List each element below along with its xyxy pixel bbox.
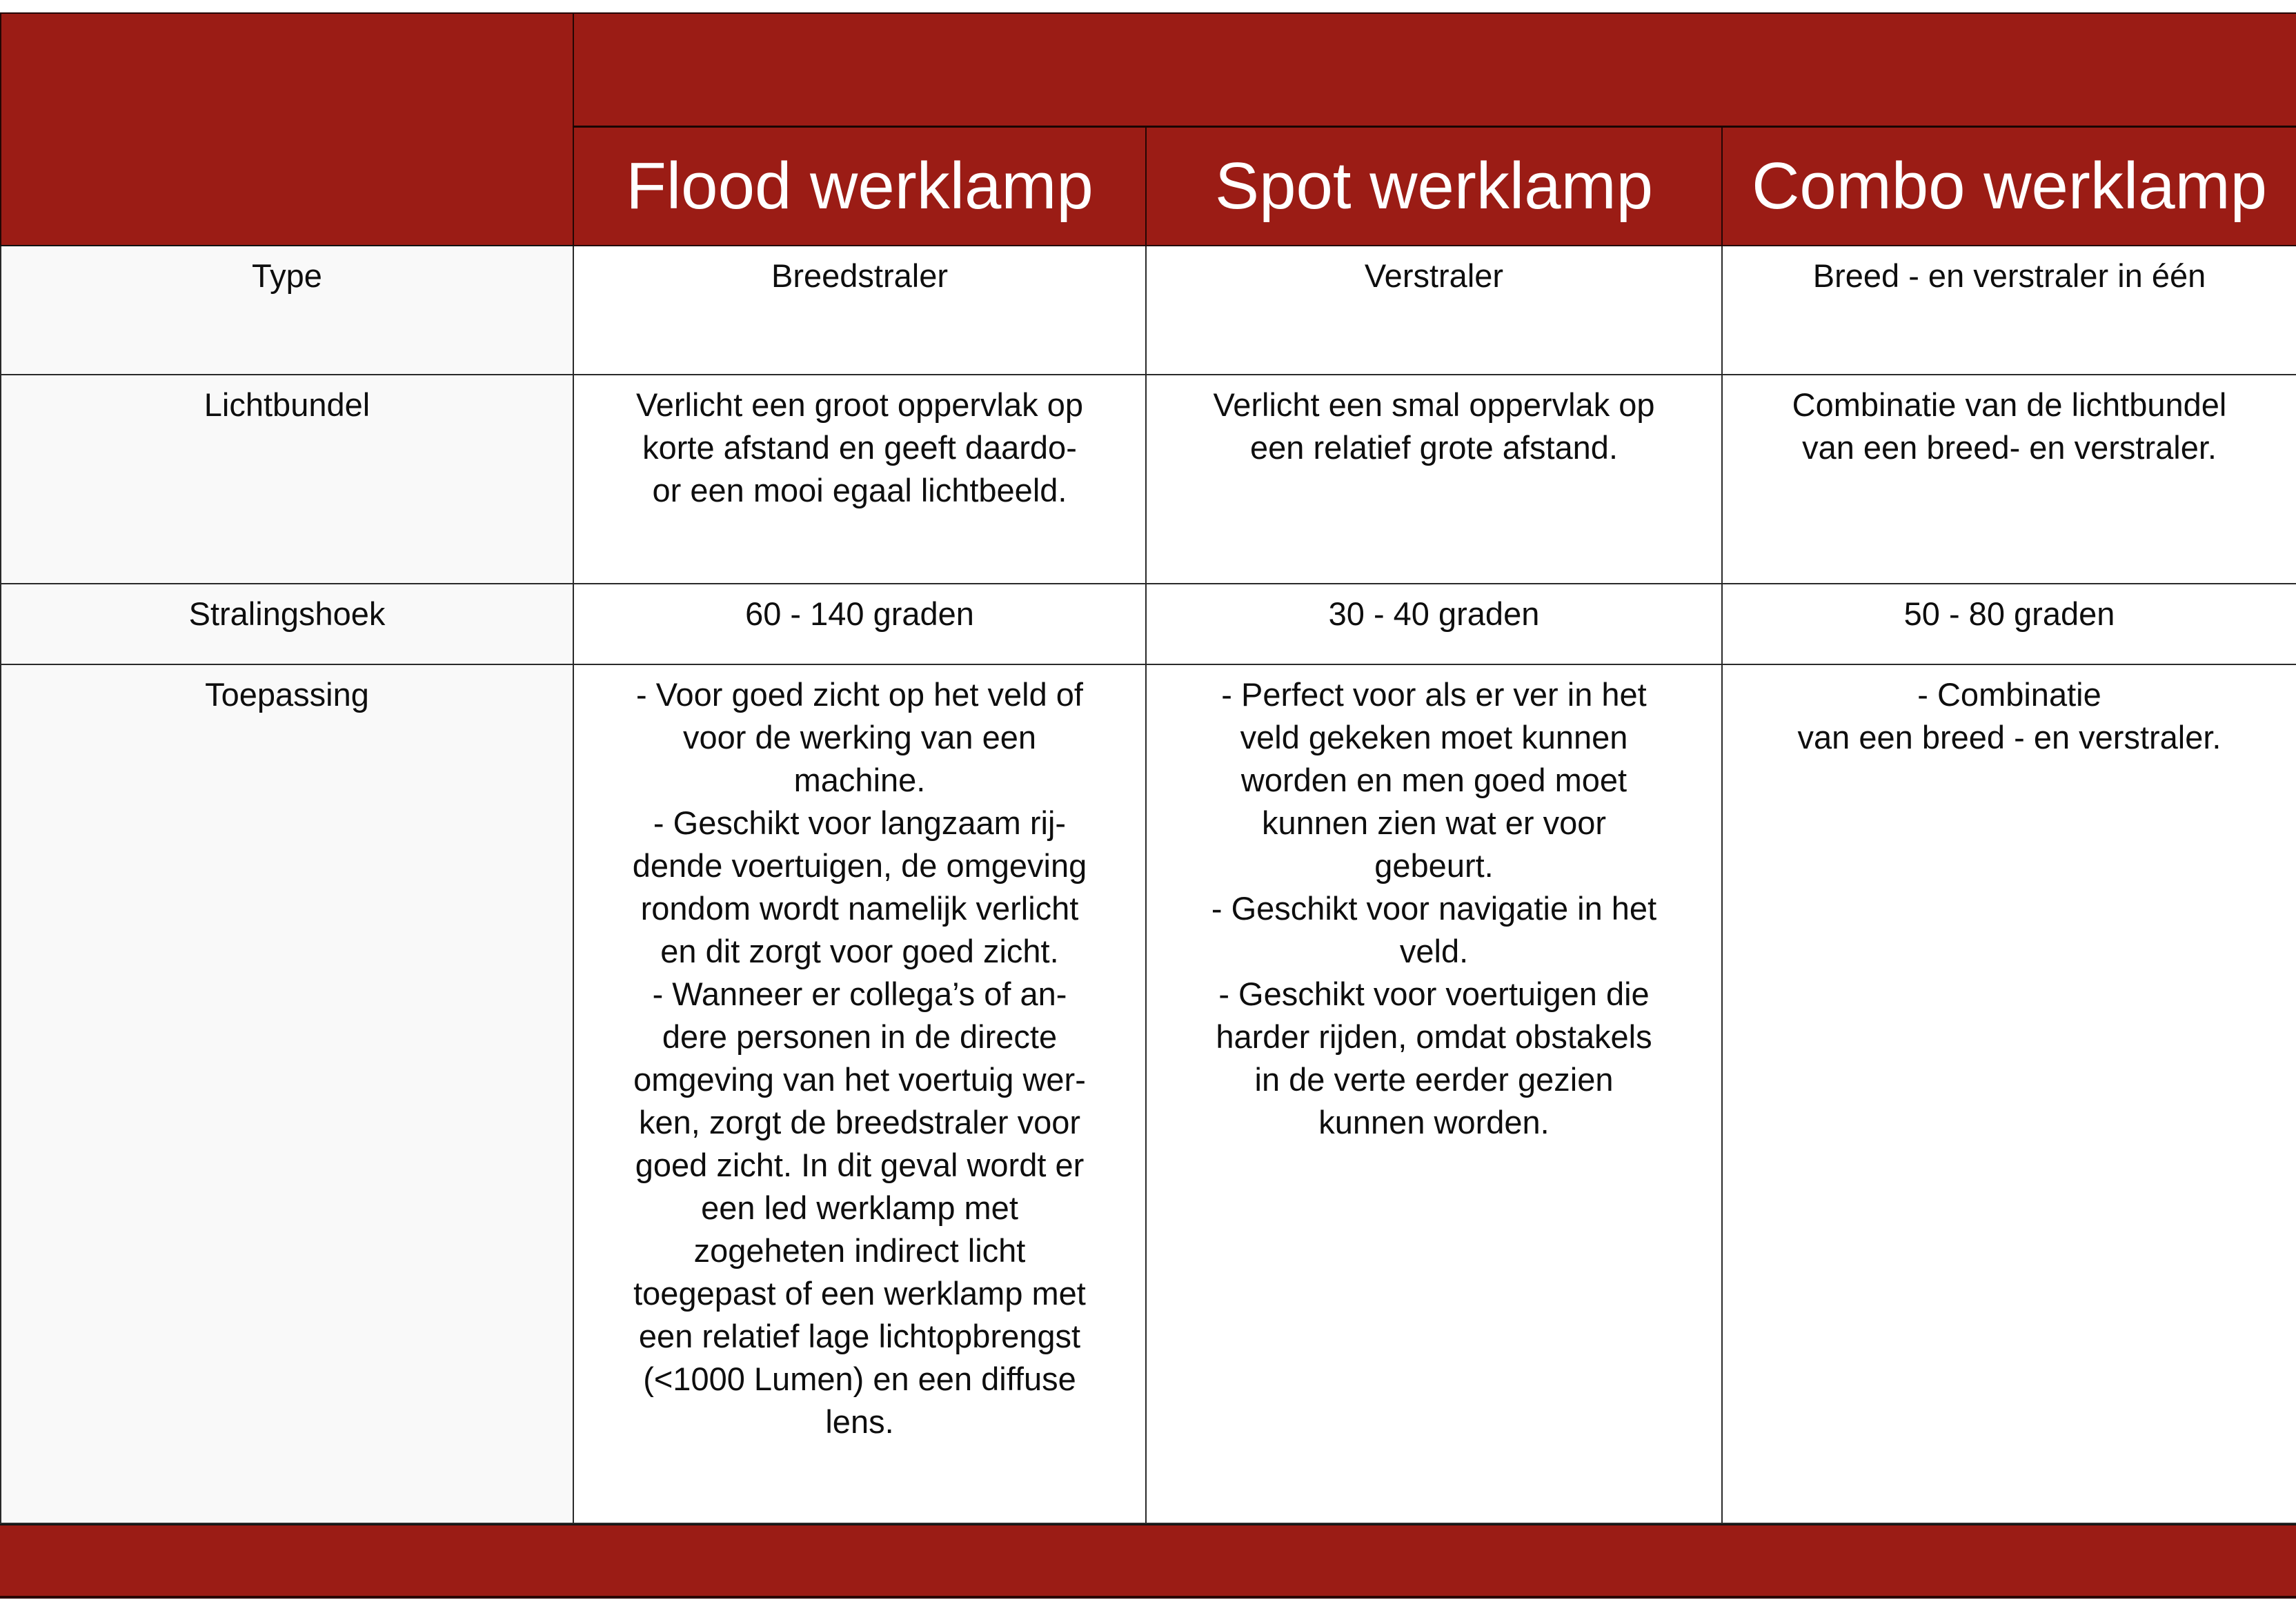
stralingshoek-spot-cell: 30 - 40 graden bbox=[1145, 583, 1723, 665]
stralingshoek-flood-cell: 60 - 140 graden bbox=[573, 583, 1147, 665]
header-top-row bbox=[0, 12, 2296, 246]
header-title-row: Flood werklamp Spot werklamp Combo werkl… bbox=[1, 126, 2296, 246]
row-label-lichtbundel: Lichtbundel bbox=[0, 374, 574, 584]
column-header-combo: Combo werklamp bbox=[1721, 126, 2296, 246]
type-spot-cell: Verstraler bbox=[1145, 245, 1723, 375]
row-label-stralingshoek: Stralingshoek bbox=[0, 583, 574, 665]
footer-accent-bar bbox=[0, 1524, 2296, 1599]
table-row-lichtbundel: Lichtbundel Verlicht een groot oppervlak… bbox=[0, 374, 2296, 584]
column-header-flood: Flood werklamp bbox=[573, 126, 1147, 246]
type-combo-cell: Breed - en verstraler in één bbox=[1721, 245, 2296, 375]
type-flood-cell: Breedstraler bbox=[573, 245, 1147, 375]
toepassing-flood-cell: - Voor goed zicht op het veld of voor de… bbox=[573, 664, 1147, 1524]
bottom-margin-strip bbox=[0, 1599, 2296, 1611]
table-row-stralingshoek: Stralingshoek 60 - 140 graden 30 - 40 gr… bbox=[0, 583, 2296, 665]
table-row-toepassing: Toepassing - Voor goed zicht op het veld… bbox=[0, 664, 2296, 1524]
header-spacer-cell bbox=[572, 12, 2296, 128]
header-corner-cell bbox=[0, 12, 574, 246]
column-header-spot: Spot werklamp bbox=[1145, 126, 1723, 246]
stralingshoek-combo-cell: 50 - 80 graden bbox=[1721, 583, 2296, 665]
top-margin-strip bbox=[0, 0, 2296, 12]
row-label-toepassing: Toepassing bbox=[0, 664, 574, 1524]
table-row-type: Type Breedstraler Verstraler Breed - en … bbox=[0, 245, 2296, 375]
row-label-type: Type bbox=[0, 245, 574, 375]
lichtbundel-spot-cell: Verlicht een smal oppervlak op een relat… bbox=[1145, 374, 1723, 584]
lichtbundel-flood-cell: Verlicht een groot oppervlak op korte af… bbox=[573, 374, 1147, 584]
lichtbundel-combo-cell: Combinatie van de lichtbundel van een br… bbox=[1721, 374, 2296, 584]
toepassing-spot-cell: - Perfect voor als er ver in het veld ge… bbox=[1145, 664, 1723, 1524]
werklamp-comparison-table: Flood werklamp Spot werklamp Combo werkl… bbox=[0, 12, 2296, 1524]
toepassing-combo-cell: - Combinatie van een breed - en verstral… bbox=[1721, 664, 2296, 1524]
